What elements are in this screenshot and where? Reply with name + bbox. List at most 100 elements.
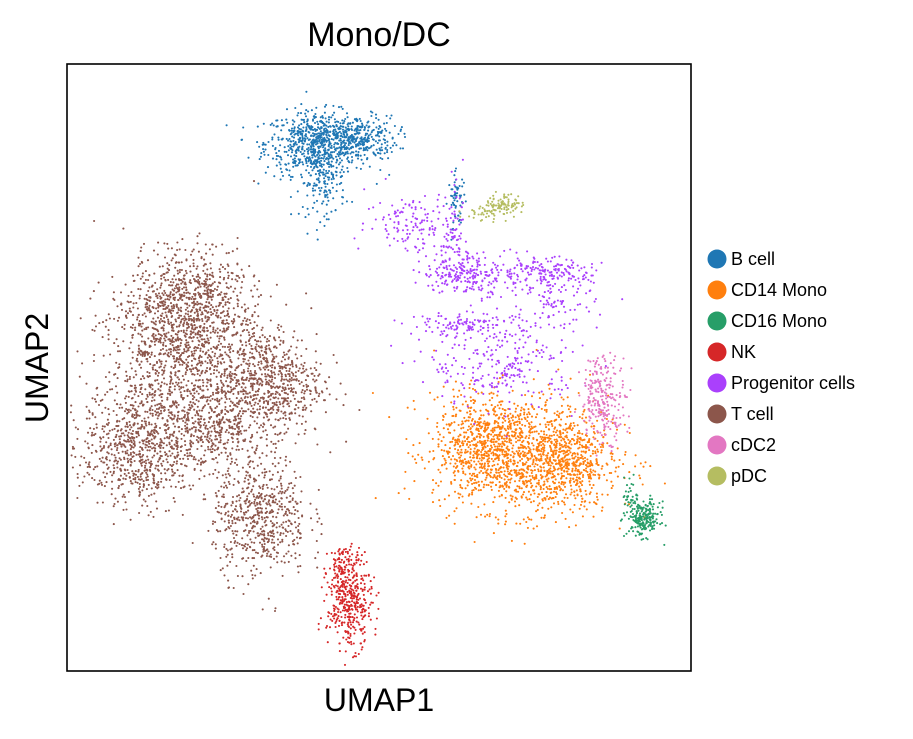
data-point: [358, 141, 361, 144]
data-point: [472, 277, 475, 280]
data-point: [650, 516, 653, 519]
data-point: [194, 349, 198, 352]
data-point: [555, 444, 558, 447]
data-point: [460, 264, 463, 267]
data-point: [550, 442, 553, 445]
data-point: [442, 427, 445, 430]
data-point: [597, 473, 600, 476]
data-point: [389, 217, 392, 221]
data-point: [319, 189, 322, 192]
data-point: [343, 663, 347, 666]
data-point: [639, 507, 642, 510]
data-point: [630, 499, 633, 502]
data-point: [275, 164, 278, 167]
data-point: [289, 143, 292, 146]
data-point: [494, 453, 497, 456]
data-point: [477, 453, 480, 456]
data-point: [499, 427, 502, 430]
data-point: [459, 433, 462, 436]
data-point: [424, 213, 427, 216]
data-point: [482, 312, 485, 315]
data-point: [551, 256, 554, 259]
data-point: [306, 184, 309, 187]
data-point: [307, 146, 310, 149]
data-point: [473, 422, 476, 425]
data-point: [504, 450, 507, 453]
data-point: [363, 625, 366, 629]
data-point: [483, 319, 486, 322]
data-point: [338, 570, 341, 573]
data-point: [482, 392, 485, 395]
data-point: [478, 471, 481, 474]
data-point: [279, 144, 282, 147]
data-point: [339, 611, 342, 614]
data-point: [496, 390, 500, 393]
data-point: [581, 417, 584, 420]
data-point: [374, 497, 377, 500]
data-point: [504, 415, 507, 418]
data-point: [642, 537, 645, 541]
data-point: [533, 465, 536, 468]
data-point: [559, 393, 562, 396]
data-point: [322, 137, 325, 140]
data-point: [484, 339, 487, 343]
data-point: [362, 563, 365, 566]
data-point: [564, 429, 567, 432]
data-point: [408, 497, 411, 500]
data-point: [337, 128, 341, 131]
data-point: [505, 484, 508, 487]
data-point: [445, 245, 448, 248]
data-point: [627, 517, 630, 520]
data-point: [439, 333, 442, 337]
data-point: [542, 430, 546, 433]
data-point: [326, 172, 329, 175]
data-point: [372, 144, 375, 147]
data-point: [343, 120, 346, 123]
data-point: [495, 420, 498, 423]
data-point: [534, 324, 537, 327]
data-point: [311, 132, 315, 135]
data-point: [333, 608, 336, 611]
data-point: [453, 199, 456, 202]
data-point: [548, 358, 551, 361]
data-point: [332, 197, 335, 200]
data-point: [427, 320, 430, 323]
data-point: [360, 554, 363, 557]
data-point: [495, 280, 498, 283]
data-point: [483, 452, 486, 455]
data-point: [453, 490, 457, 493]
data-point: [456, 200, 459, 203]
data-point: [416, 237, 420, 241]
data-point: [593, 501, 596, 504]
data-point: [316, 158, 319, 162]
data-point: [334, 621, 337, 625]
data-point: [364, 140, 367, 143]
data-point: [337, 575, 340, 578]
data-point: [492, 438, 495, 441]
data-point: [359, 125, 362, 128]
data-point: [339, 122, 342, 125]
data-point: [566, 467, 569, 470]
data-point: [489, 354, 492, 357]
data-point: [365, 560, 368, 564]
data-point: [480, 440, 483, 443]
data-point: [485, 452, 488, 455]
data-point: [566, 470, 569, 473]
data-point: [622, 463, 625, 466]
data-point: [451, 248, 454, 251]
data-point: [514, 286, 517, 289]
data-point: [480, 377, 483, 380]
data-point: [421, 381, 425, 384]
data-point: [340, 159, 343, 162]
data-point: [569, 481, 572, 484]
data-point: [363, 153, 366, 156]
data-point: [418, 201, 421, 204]
data-point: [625, 498, 628, 501]
data-point: [557, 481, 561, 484]
data-point: [304, 129, 307, 133]
data-point: [457, 247, 460, 250]
data-point: [506, 475, 509, 478]
data-point: [348, 148, 351, 151]
data-point: [310, 148, 313, 151]
data-point: [479, 409, 482, 412]
